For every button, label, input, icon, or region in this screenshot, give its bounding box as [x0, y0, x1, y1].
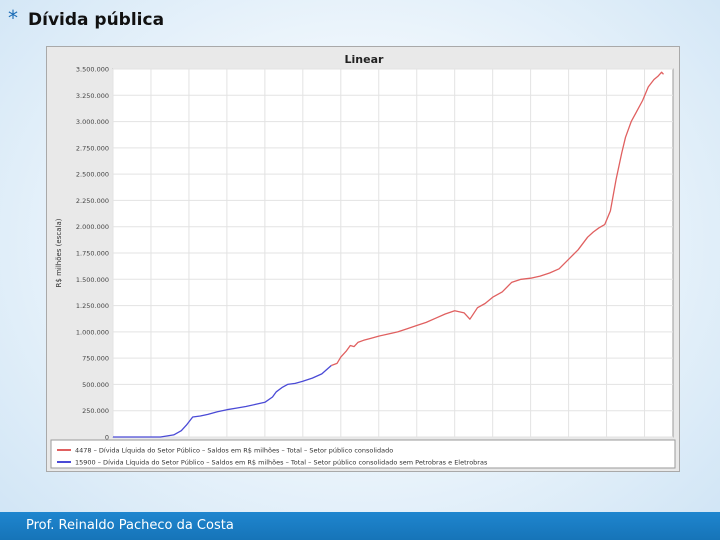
y-tick-label: 2.000.000 [76, 223, 109, 231]
legend: 4478 – Dívida Líquida do Setor Público –… [57, 447, 488, 467]
series-lines [113, 71, 664, 438]
grid-lines [112, 68, 673, 438]
series-line-1 [331, 71, 664, 367]
title-bullet: * [8, 6, 18, 30]
y-tick-label: 250.000 [82, 407, 109, 415]
footer-author: Prof. Reinaldo Pacheco da Costa [26, 518, 234, 533]
y-tick-label: 3.250.000 [76, 92, 109, 100]
y-tick-label: 1.250.000 [76, 302, 109, 310]
y-tick-label: 2.500.000 [76, 171, 109, 179]
line-chart: Linear 0 250.000 500.000 750.000 1.000.000 1.… [50, 53, 676, 469]
footer-bar: Prof. Reinaldo Pacheco da Costa [0, 512, 720, 540]
y-tick-label: 500.000 [82, 381, 109, 389]
chart-panel: Linear 0 250.000 500.000 750.000 1.000.000 1.… [46, 46, 680, 472]
y-tick-label: 0 [105, 434, 109, 442]
y-axis-ticks: 0 250.000 500.000 750.000 1.000.000 1.250.000… [76, 66, 109, 442]
slide-heading: Dívida pública [28, 10, 165, 30]
y-tick-label: 1.500.000 [76, 276, 109, 284]
legend-box [50, 439, 676, 469]
y-tick-label: 1.750.000 [76, 250, 109, 258]
slide-title: * Dívida pública [8, 8, 164, 36]
series-line-2 [113, 365, 332, 438]
y-tick-label: 3.500.000 [76, 66, 109, 74]
y-tick-label: 750.000 [82, 355, 109, 363]
y-tick-label: 3.000.000 [76, 118, 109, 126]
y-tick-label: 2.750.000 [76, 144, 109, 152]
y-tick-label: 2.250.000 [76, 197, 109, 205]
y-axis-label: R$ milhões (escala) [55, 218, 63, 287]
legend-label: 15900 – Dívida Líquida do Setor Público … [75, 459, 488, 467]
chart-title: Linear [345, 53, 384, 66]
y-tick-label: 1.000.000 [76, 328, 109, 336]
legend-label: 4478 – Dívida Líquida do Setor Público –… [75, 447, 393, 455]
